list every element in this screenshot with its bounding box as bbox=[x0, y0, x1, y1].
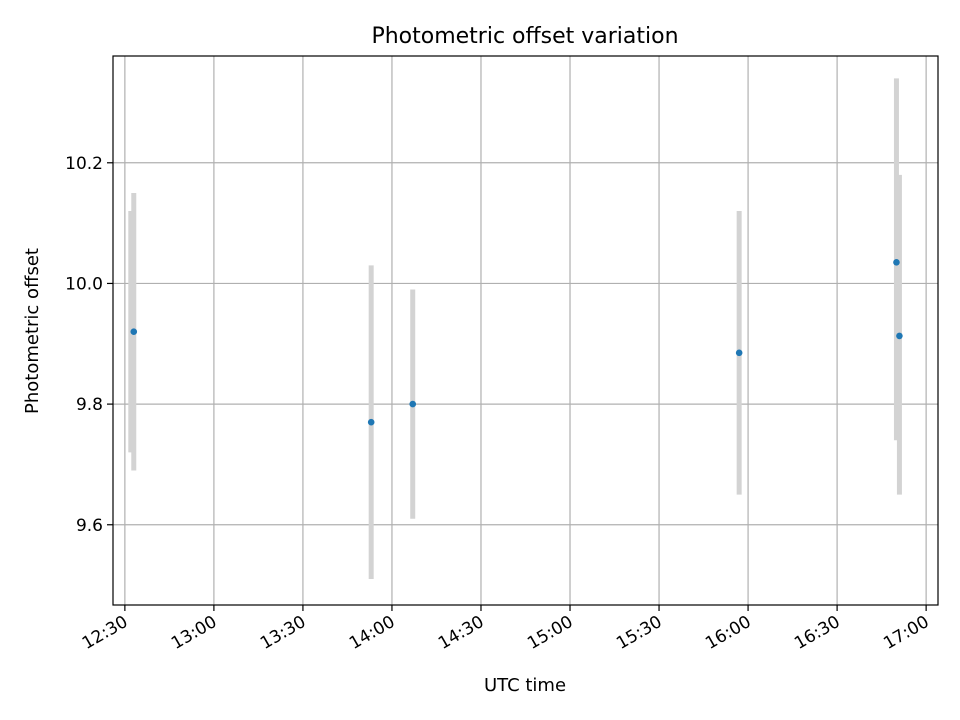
plot-area-frame bbox=[112, 55, 939, 606]
y-axis-label: Photometric offset bbox=[22, 248, 43, 414]
y-tick-label: 10.0 bbox=[65, 274, 103, 294]
x-tick-label: 17:00 bbox=[880, 612, 932, 654]
grid bbox=[113, 56, 938, 605]
x-tick-label: 14:00 bbox=[346, 612, 398, 654]
x-tick-label: 12:30 bbox=[79, 612, 131, 654]
x-tick-label: 15:00 bbox=[524, 612, 576, 654]
data-point bbox=[409, 400, 417, 408]
data-point bbox=[735, 349, 743, 357]
x-tick-label: 13:00 bbox=[168, 612, 220, 654]
x-tick-label: 16:30 bbox=[791, 612, 843, 654]
x-tick-label: 13:30 bbox=[257, 612, 309, 654]
y-tick-label: 10.2 bbox=[65, 154, 103, 174]
x-axis-label: UTC time bbox=[484, 675, 566, 696]
data-point bbox=[367, 418, 375, 426]
x-axis-ticks: 12:30 13:00 13:30 14:00 14:30 15:00 15:30 16:00… bbox=[79, 605, 933, 654]
y-axis-ticks: 9.6 9.8 10.0 10.2 bbox=[65, 154, 113, 536]
error-bars bbox=[128, 78, 902, 580]
y-tick-label: 9.6 bbox=[76, 516, 103, 536]
y-tick-label: 9.8 bbox=[76, 395, 103, 415]
x-tick-label: 15:30 bbox=[613, 612, 665, 654]
x-tick-label: 14:30 bbox=[435, 612, 487, 654]
data-point bbox=[130, 328, 138, 336]
data-points bbox=[130, 259, 903, 426]
data-point bbox=[893, 259, 900, 266]
x-tick-label: 16:00 bbox=[702, 612, 754, 654]
data-point bbox=[896, 332, 903, 340]
chart-title: Photometric offset variation bbox=[371, 24, 678, 49]
